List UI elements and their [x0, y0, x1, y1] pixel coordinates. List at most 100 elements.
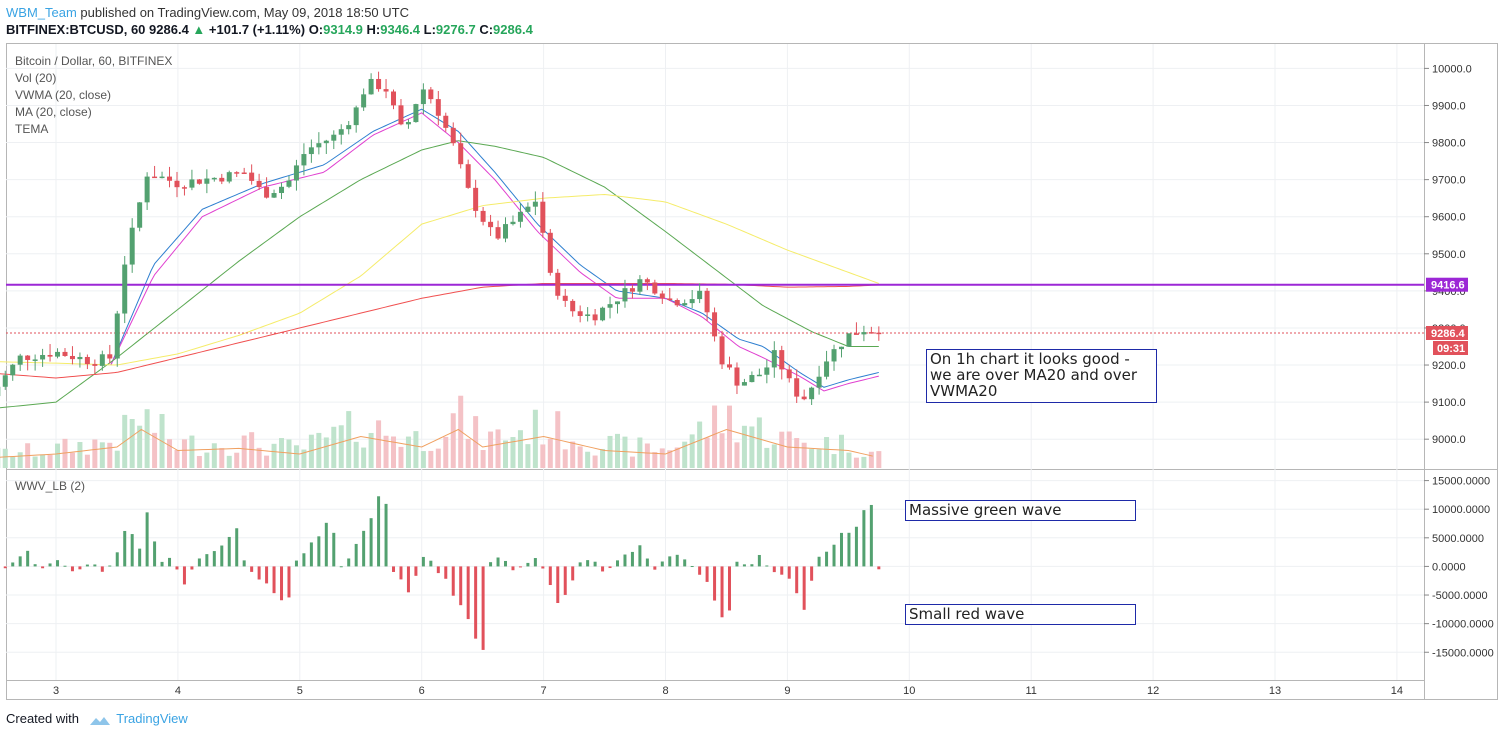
volume-bar: [264, 455, 270, 468]
volume-bar: [622, 436, 628, 468]
indicator-tick-label: -5000.0000: [1432, 590, 1488, 602]
wwv-bar: [205, 554, 209, 567]
wwv-bar: [563, 566, 567, 595]
candle-body: [137, 202, 143, 228]
wwv-bar: [220, 545, 224, 567]
volume-bar: [435, 448, 441, 468]
indicator-tick-label: 15000.0000: [1432, 476, 1490, 488]
volume-bar: [152, 432, 158, 468]
wwv-histogram: [3, 496, 881, 650]
volume-bar: [204, 452, 210, 468]
candle-body: [704, 290, 710, 313]
candle-body: [779, 350, 785, 370]
wwv-bar: [85, 564, 89, 567]
candles: [0, 71, 882, 405]
wwv-bar: [190, 566, 194, 570]
y-tick-label: 9900.0: [1432, 100, 1466, 112]
volume-bar: [652, 452, 658, 468]
candle-body: [167, 176, 173, 181]
volume-bar: [443, 436, 449, 468]
volume-bar: [726, 405, 732, 468]
indicator-tick-label: 5000.0000: [1432, 533, 1484, 545]
candle-body: [809, 387, 815, 400]
volume-bar: [510, 437, 516, 468]
wwv-bar: [100, 566, 104, 572]
candle-body: [181, 187, 187, 189]
wwv-bar: [854, 526, 858, 567]
wwv-bar: [339, 566, 343, 568]
candle-body: [204, 178, 210, 184]
volume-bar: [734, 442, 740, 468]
candle-body: [226, 172, 232, 182]
volume-bar: [84, 454, 90, 468]
author-link[interactable]: WBM_Team: [6, 5, 77, 20]
candle-body: [338, 129, 344, 135]
candle-body: [271, 193, 277, 198]
wwv-bar: [877, 566, 881, 570]
volume-bar: [667, 450, 673, 468]
legend-title: Bitcoin / Dollar, 60, BITFINEX: [15, 54, 172, 68]
volume-bar: [181, 439, 187, 468]
volume-bar: [47, 454, 53, 468]
volume-bar: [570, 441, 576, 468]
volume-bar: [316, 432, 322, 468]
x-tick-label: 12: [1147, 685, 1159, 697]
volume-bar: [585, 451, 591, 468]
volume-bar: [450, 413, 456, 468]
wwv-bar: [384, 503, 388, 567]
volume-bar: [196, 455, 202, 468]
wwv-bar: [466, 566, 470, 620]
wwv-bar: [56, 560, 60, 567]
candle-body: [32, 359, 38, 361]
wwv-bar: [638, 545, 642, 567]
volume-bar: [771, 444, 777, 468]
tradingview-link[interactable]: TradingView: [116, 711, 188, 726]
wwv-bar: [257, 566, 261, 580]
series-line: [0, 193, 879, 366]
volume-bar: [600, 448, 606, 468]
candle-body: [323, 140, 329, 144]
candle-body: [592, 314, 598, 321]
volume-bar: [92, 439, 98, 468]
note-line-1: On 1h chart it looks good -: [930, 350, 1130, 368]
indicator-tick-label: 10000.0000: [1432, 504, 1490, 516]
candle-body: [264, 187, 270, 198]
y-tick-label: 9700.0: [1432, 175, 1466, 187]
y-tick-label: 10000.0: [1432, 63, 1472, 75]
volume-bar: [226, 455, 232, 468]
series-line: [0, 140, 879, 409]
indicator-tick-label: -10000.0000: [1432, 619, 1494, 631]
wwv-bar: [727, 566, 731, 611]
wwv-bar: [772, 566, 776, 573]
candle-body: [510, 221, 516, 225]
tradingview-logo-icon: [89, 715, 110, 725]
symbol-line: BITFINEX:BTCUSD, 60 9286.4 ▲ +101.7 (+1.…: [6, 21, 533, 38]
candle-body: [391, 91, 397, 106]
wwv-bar: [93, 564, 97, 567]
volume-bar: [458, 395, 464, 468]
x-tick-label: 7: [541, 685, 547, 697]
volume-bar: [114, 450, 120, 468]
wwv-bar: [720, 566, 724, 618]
wwv-bar: [145, 512, 149, 567]
candle-body: [473, 187, 479, 211]
candle-body: [741, 382, 747, 386]
wwv-bar: [272, 566, 276, 594]
volume-bar: [525, 444, 531, 468]
last-tag-bg: [1426, 325, 1468, 340]
volume-bar: [338, 425, 344, 468]
candle-body: [405, 122, 411, 125]
volume-bar: [712, 405, 718, 468]
wwv-bar: [817, 556, 821, 567]
wwv-bar: [660, 561, 664, 567]
volume-bar: [607, 435, 613, 468]
volume-bar: [256, 447, 262, 468]
x-tick-label: 4: [175, 685, 181, 697]
candle-body: [219, 177, 225, 182]
candle-body: [697, 290, 703, 300]
red-wave-note: Small red wave: [905, 604, 1136, 625]
wwv-bar: [862, 510, 866, 567]
last-price: 9286.4: [149, 22, 189, 37]
note-line-2: we are over MA20 and over: [930, 366, 1138, 384]
